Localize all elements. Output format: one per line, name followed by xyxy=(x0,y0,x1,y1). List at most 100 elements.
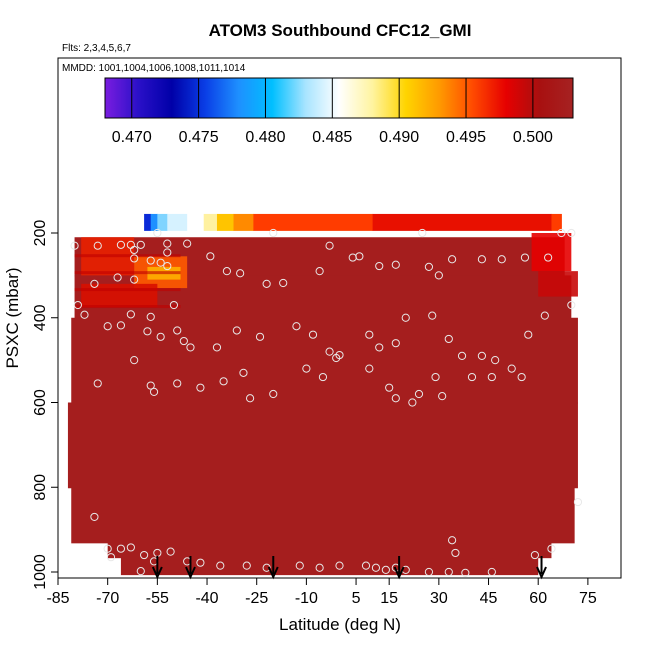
sample-point xyxy=(457,351,467,360)
colorbar-tick-label: 0.480 xyxy=(245,129,285,146)
sample-point xyxy=(90,512,99,522)
sample-point xyxy=(279,278,288,288)
x-tick-label: -55 xyxy=(146,590,169,607)
sample-point xyxy=(130,245,139,255)
sample-point xyxy=(355,252,364,261)
field-top-band-segment xyxy=(372,213,552,231)
sample-point xyxy=(236,269,245,278)
y-tick-label: 200 xyxy=(32,220,49,247)
x-tick-label: 75 xyxy=(579,590,597,607)
chart-title: ATOM3 Southbound CFC12_GMI xyxy=(209,21,472,40)
sample-point xyxy=(434,271,443,280)
colorbar-tick-label: 0.500 xyxy=(513,129,553,146)
sample-point xyxy=(140,550,149,560)
sample-point xyxy=(222,267,231,276)
sample-point xyxy=(308,330,318,339)
sample-point xyxy=(520,253,530,262)
sample-point xyxy=(491,356,500,365)
sample-point xyxy=(517,372,526,382)
sample-point xyxy=(103,322,112,331)
sample-point xyxy=(149,387,159,397)
field-top-band-segment xyxy=(150,213,158,231)
sample-point xyxy=(431,372,440,382)
sample-point xyxy=(130,275,139,284)
sample-point xyxy=(573,497,583,507)
sample-point xyxy=(262,279,271,288)
y-axis: 200 400 600 800 1000 xyxy=(32,220,58,590)
sample-point xyxy=(418,228,427,238)
dates-subtitle: MMDD: 1001,1004,1006,1008,1011,1014 xyxy=(62,63,246,74)
sample-point xyxy=(292,322,301,331)
y-tick-label: 800 xyxy=(32,474,49,501)
profile-arrow-head xyxy=(536,566,547,580)
sample-point xyxy=(461,568,470,577)
sample-point xyxy=(477,351,487,360)
y-tick-label: 600 xyxy=(32,389,49,416)
sample-point xyxy=(540,311,549,320)
sample-point xyxy=(325,347,334,356)
sample-point xyxy=(401,313,410,322)
field-hot-patch xyxy=(538,271,578,297)
sample-point xyxy=(428,311,437,320)
sample-point xyxy=(467,372,477,382)
sample-point xyxy=(507,364,516,373)
sample-point xyxy=(143,327,152,336)
sample-point xyxy=(544,253,553,262)
sample-point xyxy=(136,567,145,576)
sample-point xyxy=(448,255,457,264)
sample-point xyxy=(385,383,394,392)
sample-point xyxy=(391,394,400,403)
x-tick-label: -25 xyxy=(245,590,268,607)
sample-point xyxy=(269,389,278,399)
field-streak xyxy=(74,305,181,309)
sample-point xyxy=(315,267,324,276)
field-slab xyxy=(107,542,552,559)
sample-point xyxy=(130,356,139,365)
field-slab xyxy=(71,487,575,544)
x-tick-label: 5 xyxy=(352,590,361,607)
field-top-band-segment xyxy=(167,213,188,231)
colorbar-tick-label: 0.490 xyxy=(379,129,419,146)
sample-point xyxy=(212,343,222,352)
sample-point xyxy=(186,343,195,352)
field-top-band-segment xyxy=(253,213,374,231)
sample-point xyxy=(173,326,182,335)
sample-point xyxy=(438,392,447,401)
sample-point xyxy=(255,332,265,341)
sample-point xyxy=(487,372,496,382)
sample-point xyxy=(163,248,172,257)
sample-point xyxy=(173,379,182,388)
sample-point xyxy=(126,310,135,319)
sample-point xyxy=(375,261,384,271)
sample-point xyxy=(477,255,487,264)
sample-point xyxy=(295,561,304,570)
field-top-band-segment xyxy=(551,213,562,231)
x-tick-label: 60 xyxy=(529,590,547,607)
profile-arrows xyxy=(151,556,547,580)
sample-point xyxy=(196,558,205,567)
sample-point xyxy=(245,394,255,403)
sample-point xyxy=(130,254,139,263)
field-top-band-segment xyxy=(157,213,168,231)
sample-point xyxy=(163,239,172,248)
x-tick-label: 30 xyxy=(430,590,448,607)
colorbar-tick-label: 0.495 xyxy=(446,129,486,146)
sample-point xyxy=(232,326,241,335)
sample-point xyxy=(169,300,179,310)
field-streak xyxy=(74,288,181,292)
flights-subtitle: Flts: 2,3,4,5,6,7 xyxy=(62,43,131,54)
x-axis-label: Latitude (deg N) xyxy=(279,615,401,634)
sample-point xyxy=(262,563,271,572)
sample-point xyxy=(497,255,506,264)
x-tick-label: -40 xyxy=(195,590,218,607)
x-axis: -85 -70 -55 -40 -25 -10 5 15 30 45 60 75 xyxy=(46,578,597,607)
x-tick-label: 45 xyxy=(480,590,498,607)
field-hot-patch xyxy=(531,233,572,272)
sample-point xyxy=(93,379,102,388)
sample-point xyxy=(93,241,102,250)
x-tick-label: -70 xyxy=(96,590,119,607)
sample-point xyxy=(146,312,155,322)
sample-point xyxy=(391,260,400,269)
sample-point xyxy=(547,544,556,553)
